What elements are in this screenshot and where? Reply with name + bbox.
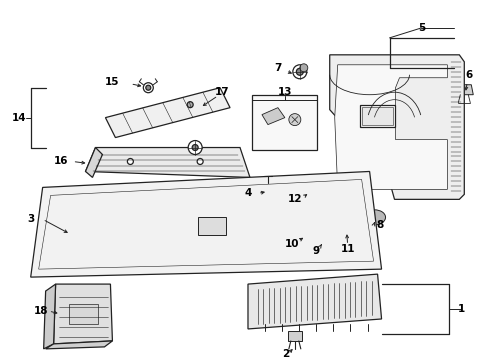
- Polygon shape: [85, 148, 102, 177]
- Circle shape: [188, 140, 202, 154]
- Polygon shape: [262, 108, 285, 125]
- Text: 16: 16: [53, 157, 68, 166]
- Text: 3: 3: [27, 214, 34, 224]
- Circle shape: [292, 65, 306, 79]
- Circle shape: [197, 158, 203, 165]
- Polygon shape: [45, 341, 112, 349]
- Text: 14: 14: [11, 113, 26, 123]
- Ellipse shape: [363, 210, 385, 225]
- Polygon shape: [334, 65, 447, 189]
- Circle shape: [301, 181, 317, 197]
- Circle shape: [296, 68, 303, 75]
- Text: 2: 2: [282, 349, 289, 359]
- Ellipse shape: [338, 219, 350, 236]
- Circle shape: [187, 102, 193, 108]
- Bar: [359, 105, 394, 127]
- Circle shape: [301, 230, 309, 238]
- Circle shape: [288, 114, 300, 126]
- Text: 1: 1: [457, 304, 464, 314]
- Text: 10: 10: [284, 239, 299, 249]
- Circle shape: [145, 85, 150, 90]
- Circle shape: [317, 213, 325, 221]
- Polygon shape: [329, 55, 463, 199]
- Bar: [68, 304, 98, 324]
- Polygon shape: [247, 274, 381, 329]
- Polygon shape: [85, 148, 249, 177]
- Polygon shape: [454, 85, 472, 95]
- Text: 17: 17: [214, 87, 229, 97]
- Circle shape: [299, 64, 307, 72]
- Circle shape: [305, 185, 313, 193]
- Circle shape: [192, 144, 198, 150]
- Polygon shape: [287, 331, 301, 341]
- Text: 4: 4: [244, 188, 251, 198]
- Text: 15: 15: [105, 77, 120, 87]
- Text: 5: 5: [417, 23, 424, 33]
- Text: 11: 11: [340, 244, 354, 254]
- Bar: [255, 183, 279, 199]
- Bar: [361, 107, 392, 125]
- Ellipse shape: [335, 215, 353, 240]
- Polygon shape: [31, 171, 381, 277]
- Text: 18: 18: [33, 306, 48, 316]
- Circle shape: [143, 83, 153, 93]
- Bar: [260, 186, 275, 196]
- Bar: [251, 95, 316, 149]
- Circle shape: [317, 238, 325, 246]
- Text: 7: 7: [274, 63, 281, 73]
- Polygon shape: [54, 284, 112, 344]
- Polygon shape: [105, 88, 229, 138]
- Circle shape: [127, 158, 133, 165]
- Text: 13: 13: [277, 87, 291, 97]
- Text: 8: 8: [375, 220, 383, 230]
- Circle shape: [301, 205, 309, 213]
- Bar: [301, 209, 309, 234]
- Bar: [317, 217, 325, 242]
- Polygon shape: [43, 284, 56, 349]
- Bar: [198, 217, 225, 235]
- Text: 6: 6: [465, 70, 472, 80]
- Text: 9: 9: [311, 246, 319, 256]
- Text: 12: 12: [287, 194, 302, 204]
